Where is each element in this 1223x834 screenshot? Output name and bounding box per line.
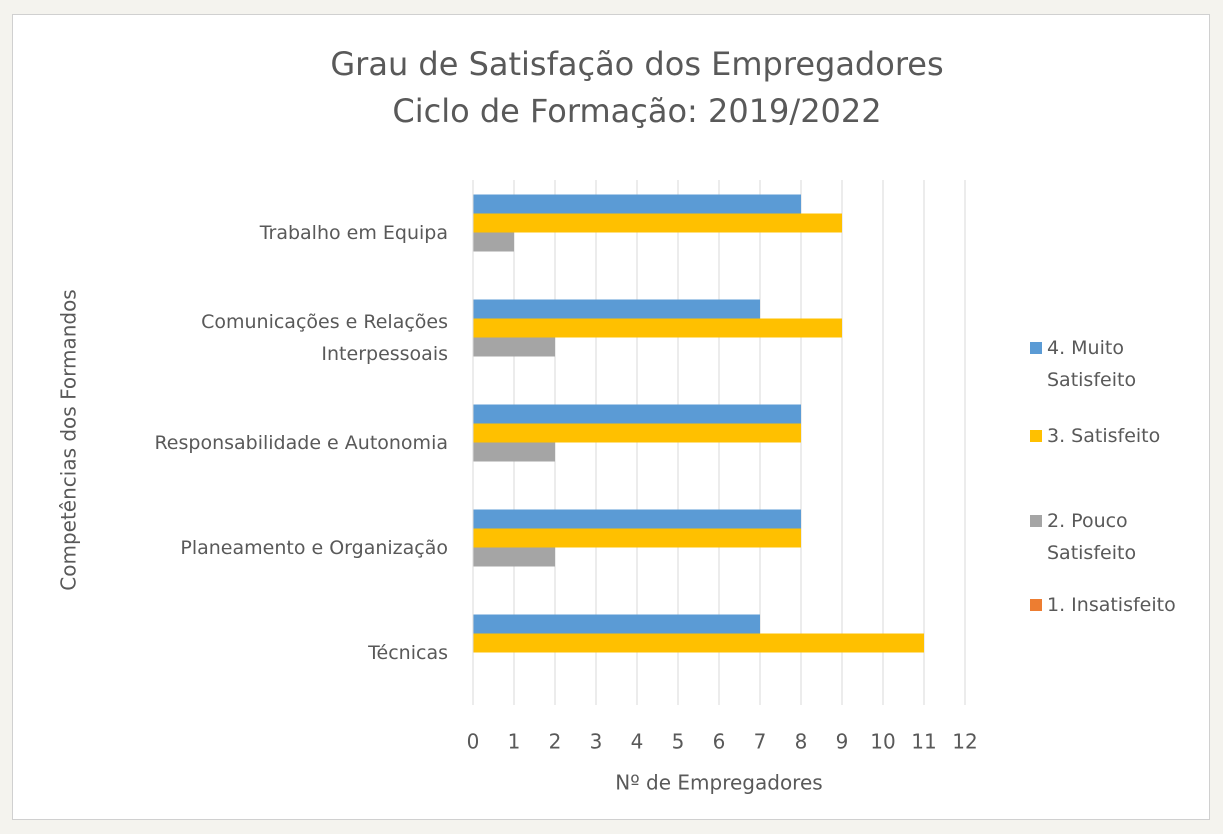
bar xyxy=(473,232,514,252)
bar xyxy=(473,528,801,548)
legend-swatch xyxy=(1030,342,1042,354)
legend-swatch xyxy=(1030,599,1042,611)
chart-subtitle: Ciclo de Formação: 2019/2022 xyxy=(392,92,881,130)
x-tick-label: 1 xyxy=(508,730,521,754)
legend-swatch xyxy=(1030,515,1042,527)
legend-label: 2. Pouco Satisfeito xyxy=(1047,510,1137,564)
bar xyxy=(473,337,555,357)
x-tick-label: 9 xyxy=(836,730,849,754)
x-tick-label: 4 xyxy=(631,730,644,754)
x-tick-label: 10 xyxy=(870,730,895,754)
legend-label: 1. Insatisfeito xyxy=(1047,594,1176,616)
legend-swatch xyxy=(1030,430,1042,442)
x-tick-label: 8 xyxy=(795,730,808,754)
chart-title: Grau de Satisfação dos Empregadores xyxy=(330,45,943,83)
bar xyxy=(473,633,924,653)
bar xyxy=(473,547,555,567)
bar xyxy=(473,194,801,214)
x-tick-label: 6 xyxy=(713,730,726,754)
y-tick-label: Planeamento e Organização xyxy=(180,536,448,559)
x-tick-label: 7 xyxy=(754,730,767,754)
y-tick-label: Comunicações e Relações Interpessoais xyxy=(201,310,448,365)
x-tick-label: 0 xyxy=(467,730,480,754)
y-tick-label: Técnicas xyxy=(368,641,448,664)
legend-label: 4. Muito Satisfeito xyxy=(1047,337,1137,391)
bar xyxy=(473,318,842,338)
bar xyxy=(473,213,842,233)
x-tick-label: 11 xyxy=(911,730,936,754)
x-tick-label: 3 xyxy=(590,730,603,754)
bar xyxy=(473,404,801,424)
bar xyxy=(473,509,801,529)
bar xyxy=(473,423,801,443)
x-tick-label: 12 xyxy=(952,730,977,754)
x-axis-title: Nº de Empregadores xyxy=(615,771,822,795)
bar xyxy=(473,614,760,634)
x-tick-label: 5 xyxy=(672,730,685,754)
bar xyxy=(473,442,555,462)
bar xyxy=(473,299,760,319)
y-tick-label: Trabalho em Equipa xyxy=(259,221,448,244)
y-axis-title: Competências dos Formandos xyxy=(57,289,81,590)
legend-label: 3. Satisfeito xyxy=(1047,425,1161,447)
y-tick-label: Responsabilidade e Autonomia xyxy=(154,431,448,454)
x-tick-label: 2 xyxy=(549,730,562,754)
